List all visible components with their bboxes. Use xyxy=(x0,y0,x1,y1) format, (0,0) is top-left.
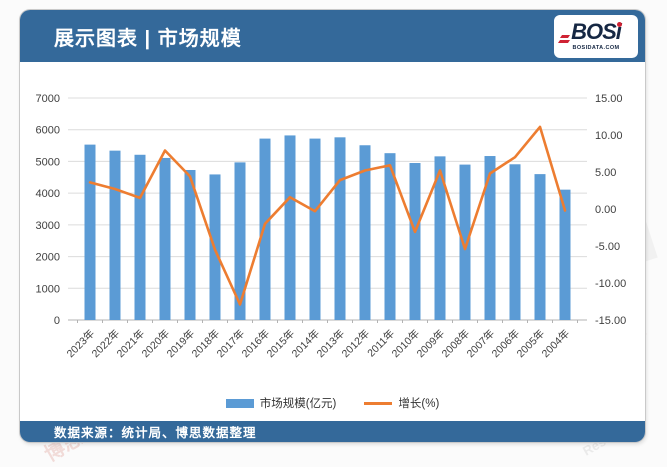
bar-2006年 xyxy=(509,164,521,320)
bar-2022年 xyxy=(109,150,121,320)
legend-item-market-size: 市场规模(亿元) xyxy=(225,395,337,411)
bar-2005年 xyxy=(534,174,546,320)
x-axis-label: 2012年 xyxy=(339,327,372,360)
right-axis-label: -5.00 xyxy=(595,241,620,253)
bar-2012年 xyxy=(359,145,371,320)
bar-2004年 xyxy=(559,189,571,320)
x-axis-ticks xyxy=(77,320,578,323)
x-axis-label: 2004年 xyxy=(539,327,572,360)
bar-2021年 xyxy=(134,154,146,320)
right-axis-label: 10.00 xyxy=(595,130,623,142)
chart-legend: 市场规模(亿元) 增长(%) xyxy=(20,393,645,413)
left-axis-label: 3000 xyxy=(36,220,60,232)
bars-series xyxy=(84,135,571,320)
bar-2023年 xyxy=(84,144,96,320)
bar-2017年 xyxy=(234,162,246,320)
right-axis-ticks: 15.00 10.00 5.00 0.00 -5.00 -10.00 -15.00 xyxy=(595,93,626,327)
legend-label: 增长(%) xyxy=(398,398,440,410)
right-axis-label: 5.00 xyxy=(595,167,616,179)
left-axis-label: 1000 xyxy=(36,283,60,295)
bar-2011年 xyxy=(384,153,396,320)
bar-2019年 xyxy=(184,169,196,320)
bar-2013年 xyxy=(334,137,346,320)
left-axis-label: 0 xyxy=(54,315,60,327)
bar-2014年 xyxy=(309,138,321,320)
growth-line xyxy=(88,125,567,306)
bar-2007年 xyxy=(484,156,496,320)
left-axis-label: 4000 xyxy=(36,188,60,200)
x-axis-labels: 2023年2022年2021年2020年2019年2018年2017年2016年… xyxy=(64,327,572,360)
bar-2008年 xyxy=(459,164,471,320)
logo-dot-icon xyxy=(616,22,622,27)
right-axis-label: 0.00 xyxy=(595,204,616,216)
left-axis-ticks: 0 1000 2000 3000 4000 5000 6000 7000 xyxy=(36,93,60,327)
chart-svg: 0 1000 2000 3000 4000 5000 6000 7000 15.00 10.00 5… xyxy=(36,93,627,360)
left-axis-label: 6000 xyxy=(36,125,60,137)
right-axis-label: -10.00 xyxy=(595,278,626,290)
logo-caption: BOSIDATA.COM xyxy=(572,45,620,51)
logo-stripe-icon xyxy=(558,40,571,43)
bar-2015年 xyxy=(284,135,296,320)
bar-2020年 xyxy=(159,157,171,320)
chart-area: 0 1000 2000 3000 4000 5000 6000 7000 15.00 10.00 5… xyxy=(20,62,645,421)
left-axis-label: 2000 xyxy=(36,252,60,264)
card-header: 展示图表 | 市场规模 BOSi BOSIDATA.COM xyxy=(20,10,645,62)
left-axis-label: 5000 xyxy=(36,156,60,168)
bosi-logo: BOSi BOSIDATA.COM xyxy=(554,15,638,58)
bar-swatch-icon xyxy=(225,398,254,408)
chart-card: 展示图表 | 市场规模 BOSi BOSIDATA.COM 0 1000 2000 3… xyxy=(20,10,645,442)
logo-wordmark: BOSi xyxy=(571,19,622,44)
page-title: 展示图表 | 市场规模 xyxy=(54,27,242,50)
data-source-text: 数据来源：统计局、博思数据整理 xyxy=(54,426,257,440)
card-footer: 数据来源：统计局、博思数据整理 xyxy=(20,421,645,442)
logo-stripe-icon xyxy=(560,35,571,38)
left-axis-label: 7000 xyxy=(36,93,60,105)
gridlines xyxy=(68,97,587,321)
right-axis-label: 15.00 xyxy=(595,93,623,105)
legend-label: 市场规模(亿元) xyxy=(259,398,337,410)
bar-2009年 xyxy=(434,156,446,320)
right-axis-label: -15.00 xyxy=(595,315,626,327)
legend-item-growth: 增长(%) xyxy=(364,395,439,411)
bar-2016年 xyxy=(259,138,271,320)
line-swatch-icon xyxy=(364,401,393,405)
logo-row: BOSi xyxy=(558,19,622,45)
bar-2010年 xyxy=(409,163,421,320)
